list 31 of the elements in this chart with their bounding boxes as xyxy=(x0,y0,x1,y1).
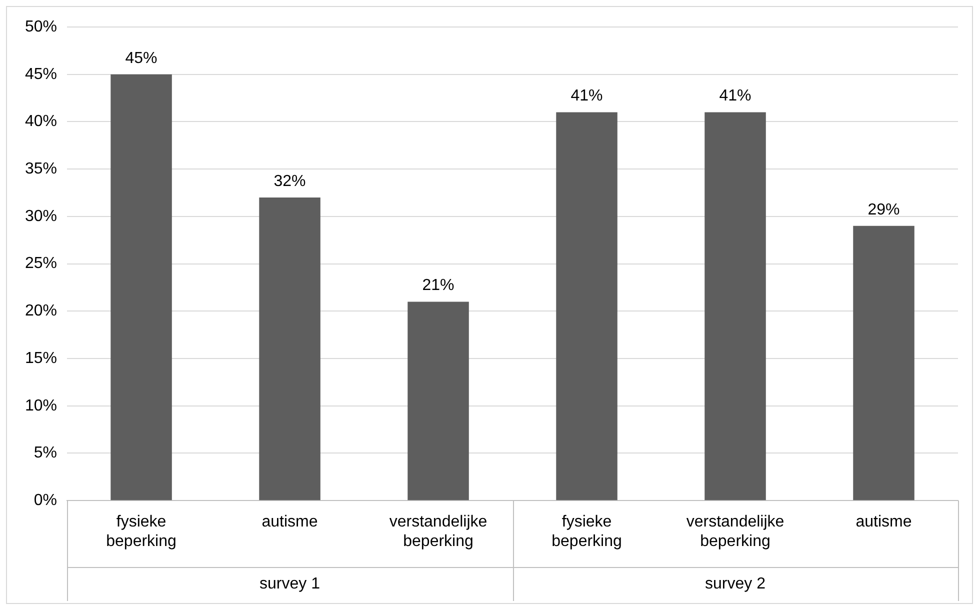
bar xyxy=(704,112,766,500)
x-tick-label: verstandelijke beperking xyxy=(686,514,784,550)
data-label: 32% xyxy=(274,172,306,190)
y-tick-label: 50% xyxy=(24,18,58,36)
bar xyxy=(408,302,469,500)
bar xyxy=(110,74,172,500)
bar xyxy=(853,226,914,500)
data-label: 29% xyxy=(868,201,900,218)
y-tick-label: 10% xyxy=(24,397,58,414)
x-tick-label: autisme xyxy=(856,514,912,531)
y-tick-label: 45% xyxy=(24,66,58,83)
bar xyxy=(556,112,618,500)
text: survey 1 xyxy=(260,575,320,592)
data-label: 41% xyxy=(719,88,752,105)
y-tick-label: 0% xyxy=(34,492,58,510)
y-tick-label: 5% xyxy=(34,444,58,462)
y-tick-label: 40% xyxy=(24,113,58,130)
data-label: 45% xyxy=(125,50,158,67)
bar xyxy=(259,197,320,500)
y-tick-label: 20% xyxy=(24,302,58,320)
x-tick-label: verstandelijke beperking xyxy=(389,514,488,550)
y-tick-label: 25% xyxy=(24,255,58,272)
y-tick-label: 35% xyxy=(24,160,58,178)
text: survey 2 xyxy=(705,575,766,592)
x-tick-label: fysieke beperking xyxy=(106,514,176,550)
data-label: 41% xyxy=(570,88,603,105)
x-tick-label: fysieke beperking xyxy=(552,514,622,550)
data-label: 21% xyxy=(422,277,454,294)
y-tick-label: 30% xyxy=(24,208,58,225)
y-tick-label: 15% xyxy=(24,350,58,367)
x-tick-label: autisme xyxy=(262,514,318,531)
